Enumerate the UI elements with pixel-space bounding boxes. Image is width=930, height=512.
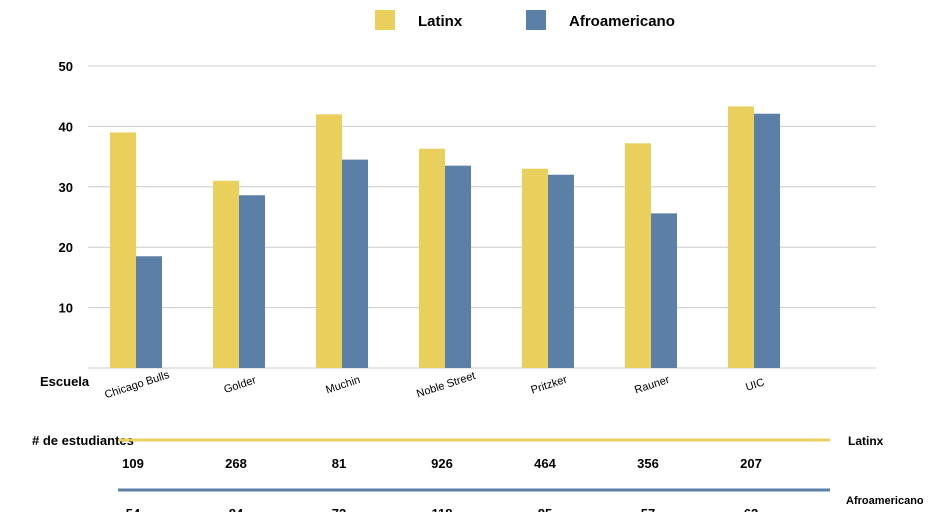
table-cell: 62 (744, 506, 758, 512)
legend-swatch-1 (526, 10, 546, 30)
bar (445, 165, 471, 368)
table-row-name: Afroamericano (846, 495, 924, 507)
students-table: # de estudiantes Latinx 109 268 81 926 464 356… (32, 433, 924, 512)
x-tick-label: Chicago Bulls (103, 369, 171, 401)
bar (728, 106, 754, 368)
bar (651, 213, 677, 368)
y-tick-label: 50 (59, 59, 73, 74)
table-cell: 57 (641, 506, 655, 512)
table-cell: 54 (126, 506, 141, 512)
x-tick-label: UIC (744, 376, 766, 393)
y-tick-label: 20 (59, 240, 73, 255)
legend-label-0: Latinx (418, 13, 463, 30)
table-cell: 464 (534, 456, 556, 471)
table-cell: 118 (432, 506, 453, 512)
bar (110, 132, 136, 368)
table-cell: 72 (332, 506, 346, 512)
bar (548, 174, 574, 368)
bars (110, 106, 780, 368)
y-tick-label: 40 (59, 119, 73, 134)
table-cell: 81 (332, 456, 346, 471)
y-tick-label: 30 (59, 180, 73, 195)
legend-label-1: Afroamericano (569, 13, 675, 30)
x-tick-label: Noble Street (415, 370, 477, 400)
table-cell: 207 (740, 456, 762, 471)
table-cell: 356 (637, 456, 659, 471)
table-row-name: Latinx (848, 434, 884, 448)
table-label: # de estudiantes (32, 433, 134, 448)
table-cell: 84 (229, 506, 244, 512)
legend-swatch-0 (375, 10, 395, 30)
bar (316, 114, 342, 368)
bar (625, 143, 651, 368)
x-tick-label: Golder (223, 374, 258, 396)
x-axis-label: Escuela (40, 374, 90, 389)
x-tick-label: Rauner (633, 374, 671, 397)
x-axis-ticks: Chicago Bulls Golder Muchin Noble Street Pri… (103, 369, 766, 401)
table-cell: 268 (225, 456, 247, 471)
table-cell: 926 (431, 456, 453, 471)
y-axis-ticks: 10 20 30 40 50 (59, 59, 73, 316)
bar (239, 195, 265, 368)
bar (522, 168, 548, 368)
table-cell: 85 (538, 506, 552, 512)
bar (136, 256, 162, 368)
table-cell: 109 (122, 456, 144, 471)
legend: Latinx Afroamericano (375, 10, 675, 30)
y-tick-label: 10 (59, 301, 73, 316)
x-tick-label: Pritzker (529, 374, 568, 397)
bar (754, 113, 780, 368)
x-tick-label: Muchin (324, 374, 361, 396)
bar (342, 159, 368, 368)
bar (419, 148, 445, 368)
bar (213, 180, 239, 368)
